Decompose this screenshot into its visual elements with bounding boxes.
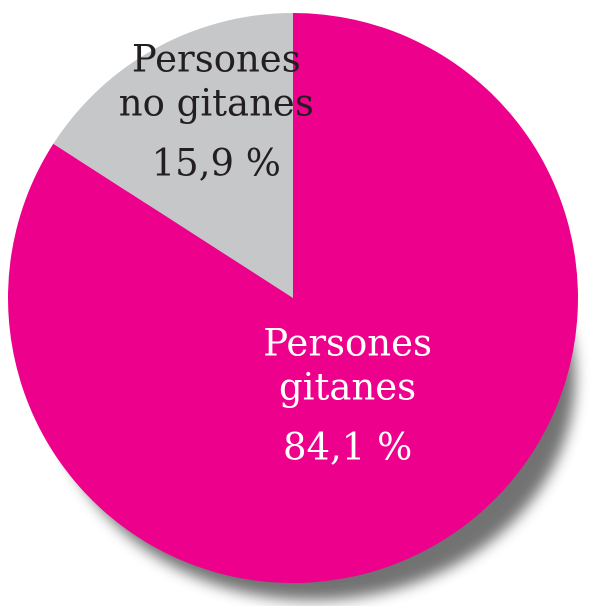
- pie-slice-name-line: no gitanes: [119, 81, 314, 124]
- pie-slice-name-line: Persones: [263, 322, 432, 365]
- pie-slice-0: [7, 13, 578, 583]
- pie-slice-name-line: gitanes: [279, 366, 416, 409]
- pie-slice-value: 84,1 %: [283, 426, 412, 469]
- pie-slice-name-line: Persones: [132, 37, 301, 80]
- pie-slice-value: 15,9 %: [152, 141, 281, 184]
- pie-slice-1: [53, 13, 293, 298]
